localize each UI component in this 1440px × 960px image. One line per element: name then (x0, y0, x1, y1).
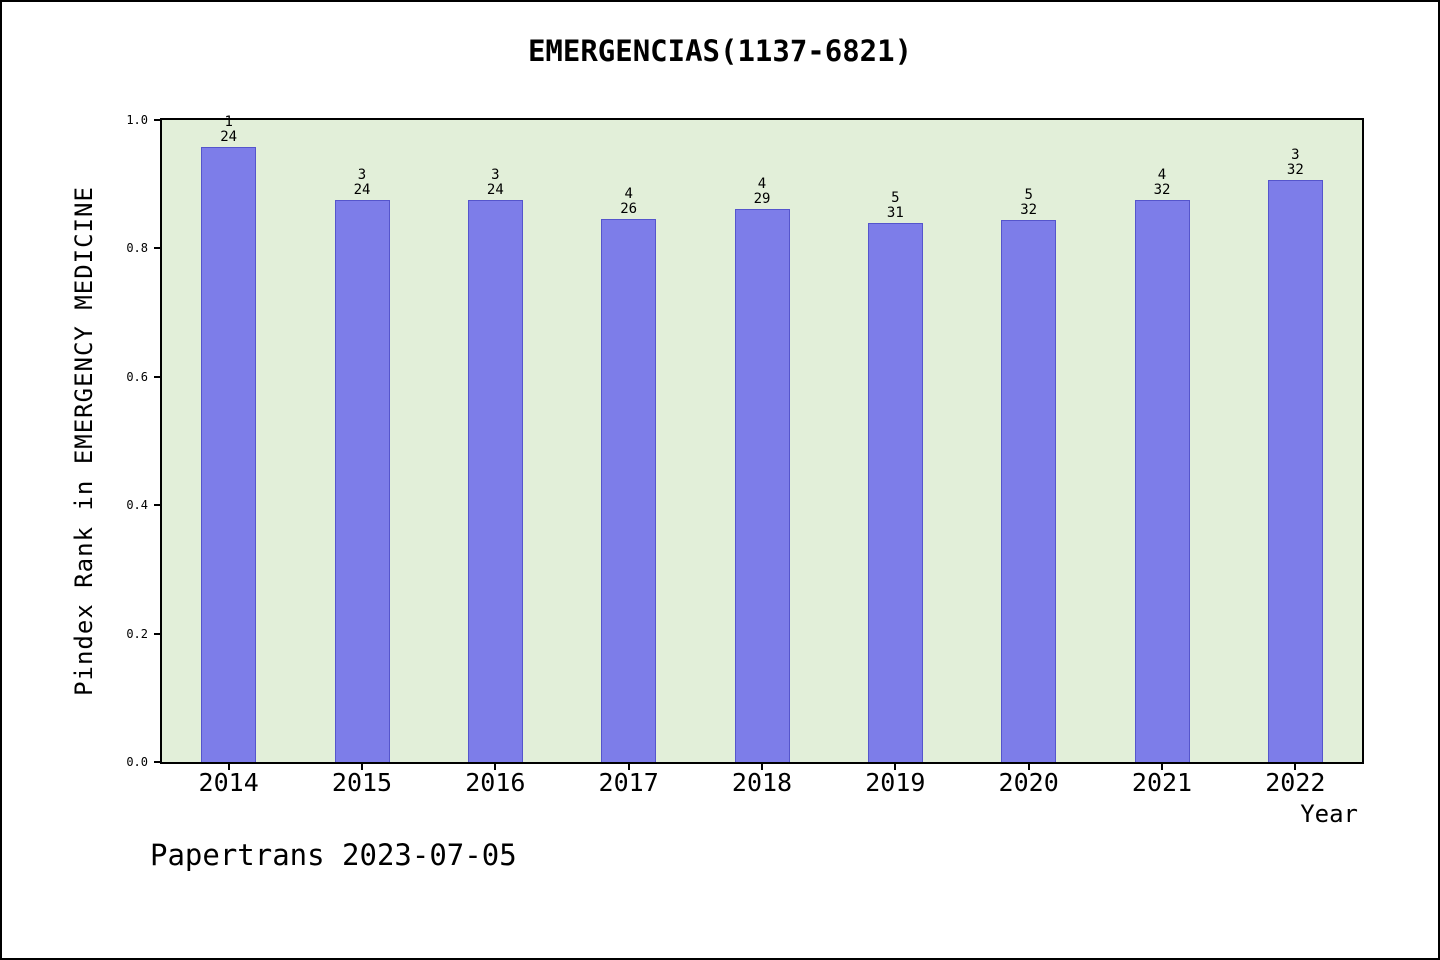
y-tick-label: 0.4 (126, 498, 148, 513)
bar-2016 (467, 200, 523, 762)
bar-total: 24 (353, 182, 371, 199)
bar-total: 24 (486, 182, 504, 199)
y-tick-mark (154, 247, 162, 250)
bar-value-label: 5 32 (989, 188, 1069, 218)
x-tick-label-2021: 2021 (1131, 768, 1193, 797)
bar-2014 (201, 146, 257, 762)
y-tick-label: 0.8 (126, 241, 148, 256)
bar-total: 32 (1153, 182, 1171, 199)
y-tick-mark (154, 761, 162, 763)
bar-value-label: 1 24 (189, 113, 269, 145)
bar-total: 32 (1020, 202, 1038, 219)
bar-total: 32 (1286, 162, 1304, 179)
bar-rank: 4 (757, 175, 767, 192)
footer-text: Papertrans 2023-07-05 (150, 838, 517, 872)
bar-value-label: 4 29 (722, 175, 802, 207)
y-tick-label: 1.0 (126, 113, 148, 127)
bar-value-label: 3 24 (322, 168, 402, 198)
bar-value-label: 3 24 (455, 168, 535, 198)
bar-rank: 1 (224, 113, 233, 130)
bar-rank: 3 (357, 167, 367, 184)
x-axis-ticks: 2014 2015 2016 2017 2018 2019 2020 2021 2022 (162, 762, 1362, 802)
bar-2022 (1267, 180, 1323, 762)
x-tick-label-2014: 2014 (198, 768, 259, 797)
x-tick-label-2015: 2015 (331, 768, 393, 797)
bar-value-label: 4 26 (589, 185, 669, 217)
x-tick-label-2018: 2018 (731, 768, 793, 797)
y-tick-mark (154, 119, 162, 121)
bar-rank: 4 (624, 185, 633, 202)
bar-2020 (1001, 220, 1057, 762)
bar-rank: 4 (1157, 167, 1167, 184)
x-tick-mark (1027, 762, 1030, 770)
x-tick-label-2019: 2019 (865, 768, 926, 797)
y-tick-mark (154, 375, 162, 378)
y-tick-mark (154, 504, 162, 507)
y-tick-mark (154, 632, 162, 635)
y-tick-label: 0.2 (126, 626, 148, 641)
chart-title: EMERGENCIAS(1137-6821) (527, 34, 913, 68)
x-tick-mark (227, 762, 230, 770)
x-tick-label-2022: 2022 (1265, 768, 1326, 797)
y-axis-ticks: 0.0 0.2 0.4 0.6 0.8 1.0 (2, 113, 162, 769)
x-axis-label: Year (1300, 800, 1358, 828)
bar-total: 31 (886, 205, 904, 222)
x-tick-mark (1294, 762, 1297, 770)
bar-2018 (734, 208, 790, 762)
x-tick-mark (894, 762, 897, 770)
x-tick-mark (494, 762, 497, 770)
bar-2021 (1134, 200, 1190, 762)
plot-area: 1 24 3 24 3 24 4 26 4 29 5 31 5 32 4 32 3 32 (160, 113, 1364, 764)
bar-2017 (601, 218, 657, 762)
bar-total: 24 (220, 128, 238, 145)
bar-rank: 5 (891, 190, 900, 207)
x-tick-mark (1161, 762, 1163, 770)
bar-total: 26 (620, 200, 638, 217)
x-tick-mark (361, 762, 363, 770)
y-tick-label: 0.0 (126, 755, 148, 769)
x-tick-label-2016: 2016 (465, 768, 526, 797)
bar-value-label: 4 32 (1122, 168, 1202, 198)
bar-rank: 3 (491, 167, 500, 184)
bar-rank: 5 (1024, 187, 1033, 204)
x-tick-mark (761, 762, 763, 770)
bar-2015 (334, 200, 390, 762)
x-tick-mark (627, 762, 630, 770)
x-tick-label-2020: 2020 (998, 768, 1059, 797)
bar-2019 (867, 223, 923, 762)
bar-value-label: 5 31 (855, 191, 935, 221)
y-tick-label: 0.6 (126, 369, 148, 384)
bar-total: 29 (753, 190, 771, 207)
x-tick-label-2017: 2017 (598, 768, 659, 797)
bar-value-label: 3 32 (1255, 148, 1335, 178)
bar-rank: 3 (1291, 147, 1300, 164)
